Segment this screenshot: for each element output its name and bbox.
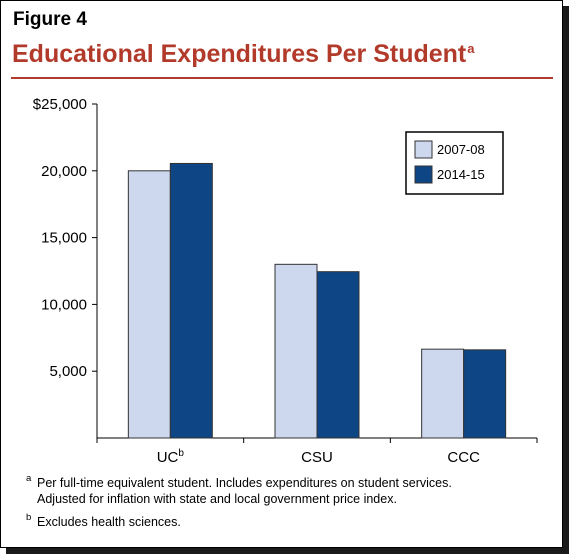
bar-2007-08-UC bbox=[127, 170, 171, 439]
footnote-line: Excludes health sciences. bbox=[37, 515, 181, 529]
footnote-marker: a bbox=[26, 473, 32, 484]
x-tick-label: CSU bbox=[301, 449, 333, 466]
legend-label: 2014-15 bbox=[437, 167, 485, 182]
title-text: Educational Expenditures Per Student bbox=[12, 40, 467, 68]
footnote-line: Adjusted for inflation with state and lo… bbox=[37, 492, 397, 506]
bar-2007-08-CCC bbox=[421, 348, 465, 439]
bar-2014-15-CCC bbox=[463, 349, 507, 439]
title-rule bbox=[11, 77, 553, 79]
legend-label: 2007-08 bbox=[437, 142, 485, 157]
y-tick-label: 10,000 bbox=[41, 296, 87, 313]
y-tick-label: 15,000 bbox=[41, 230, 87, 247]
footnote-line: Per full-time equivalent student. Includ… bbox=[37, 476, 452, 490]
figure-label: Figure 4 bbox=[13, 9, 87, 30]
bar-2014-15-UC bbox=[169, 162, 213, 439]
y-tick-label: $25,000 bbox=[33, 96, 87, 113]
footnotes: a Per full-time equivalent student. Incl… bbox=[26, 473, 452, 537]
bar-chart: 5,000 10,000 15,000 20,000 $25,000 UCb CSU CCC 2… bbox=[33, 96, 538, 466]
figure-card: Figure 4 Educational Expenditures Per St… bbox=[0, 0, 563, 548]
footnote-a: a Per full-time equivalent student. Incl… bbox=[26, 473, 452, 507]
bar-2014-15-CSU bbox=[316, 271, 360, 439]
footnote-b: b Excludes health sciences. bbox=[26, 512, 452, 530]
x-tick-label: CCC bbox=[447, 449, 480, 466]
bar-2007-08-CSU bbox=[274, 263, 318, 439]
y-tick-label: 5,000 bbox=[49, 363, 87, 380]
title-footnote-marker: a bbox=[467, 40, 475, 56]
x-tick-footnote-marker: b bbox=[178, 448, 184, 459]
legend-swatch bbox=[414, 140, 433, 159]
y-tick-label: 20,000 bbox=[41, 163, 87, 180]
legend-swatch bbox=[414, 165, 433, 184]
x-tick-label: UCb bbox=[157, 448, 185, 466]
figure-title: Educational Expenditures Per Studenta bbox=[12, 40, 474, 69]
footnote-marker: b bbox=[26, 512, 32, 523]
